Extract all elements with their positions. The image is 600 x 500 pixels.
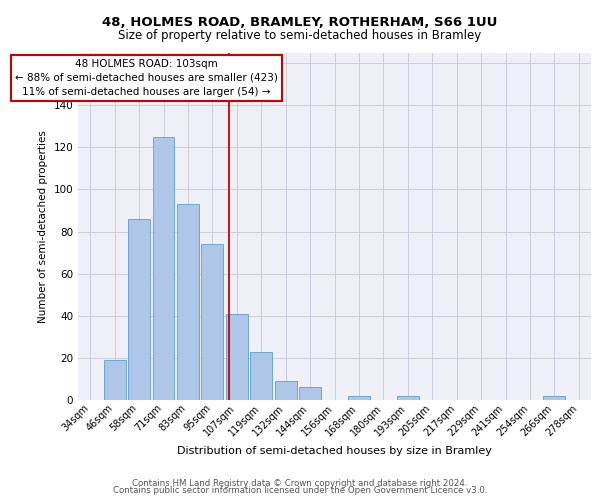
Bar (202, 244, 223, 400)
Text: Size of property relative to semi-detached houses in Bramley: Size of property relative to semi-detach… (118, 29, 482, 42)
Text: 48, HOLMES ROAD, BRAMLEY, ROTHERHAM, S66 1UU: 48, HOLMES ROAD, BRAMLEY, ROTHERHAM, S66… (103, 16, 497, 29)
Bar (177, 204, 199, 400)
Text: 48 HOLMES ROAD: 103sqm
← 88% of semi-detached houses are smaller (423)
11% of se: 48 HOLMES ROAD: 103sqm ← 88% of semi-det… (15, 59, 278, 97)
Bar (226, 314, 248, 400)
Bar (299, 388, 321, 400)
X-axis label: Distribution of semi-detached houses by size in Bramley: Distribution of semi-detached houses by … (177, 446, 492, 456)
Bar (128, 219, 150, 400)
Y-axis label: Number of semi-detached properties: Number of semi-detached properties (38, 130, 48, 322)
Bar (250, 352, 272, 400)
Text: Contains HM Land Registry data © Crown copyright and database right 2024.: Contains HM Land Registry data © Crown c… (132, 478, 468, 488)
Bar (544, 396, 565, 400)
Bar (152, 136, 175, 400)
Bar (397, 396, 419, 400)
Bar (104, 360, 125, 400)
Bar (275, 381, 296, 400)
Text: Contains public sector information licensed under the Open Government Licence v3: Contains public sector information licen… (113, 486, 487, 495)
Bar (348, 396, 370, 400)
